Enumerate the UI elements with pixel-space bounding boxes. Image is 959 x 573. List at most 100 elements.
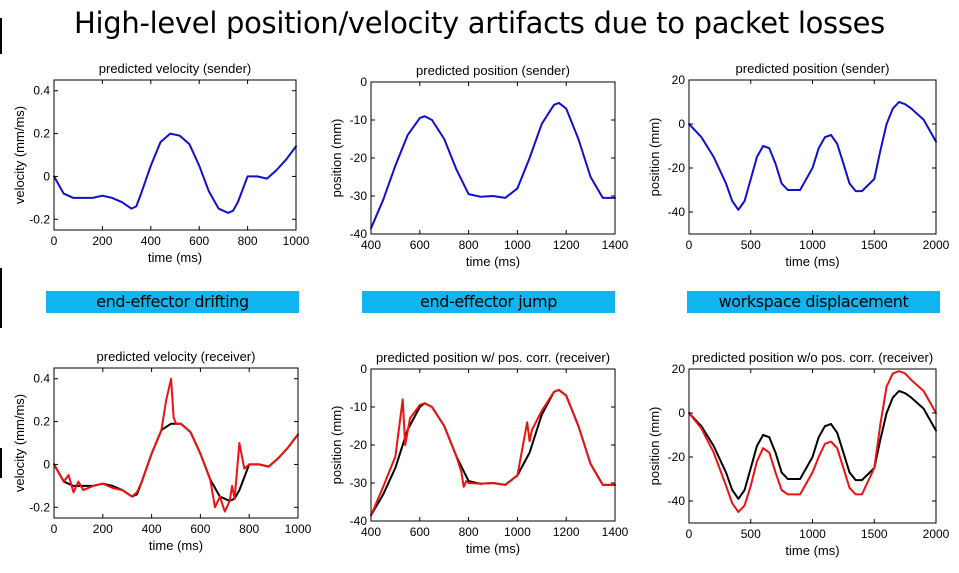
x-tick-label: 800: [459, 525, 479, 539]
series-line-blue: [688, 101, 937, 211]
x-tick-label: 1000: [285, 522, 312, 536]
y-tick-label: 0: [43, 169, 50, 183]
x-tick-label: 1200: [553, 525, 580, 539]
x-tick-label: 1000: [799, 527, 826, 541]
banner-end-effector-drifting: end-effector drifting: [46, 291, 299, 313]
y-tick-label: 0: [360, 75, 367, 89]
series-line-red: [370, 388, 616, 517]
x-tick-label: 1400: [602, 525, 629, 539]
y-tick-label: -10: [350, 400, 368, 414]
y-tick-label: 0: [678, 406, 685, 420]
y-tick-label: -30: [350, 189, 368, 203]
chart-title: predicted velocity (receiver): [97, 349, 256, 364]
series-line-red: [53, 377, 299, 513]
x-axis-label: time (ms): [466, 541, 520, 556]
x-tick-label: 2000: [923, 238, 950, 252]
y-tick-label: 20: [672, 362, 686, 376]
y-tick-label: 0: [43, 457, 50, 471]
x-tick-label: 400: [141, 234, 161, 248]
y-tick-label: -40: [668, 494, 686, 508]
x-tick-label: 0: [686, 238, 693, 252]
x-tick-label: 800: [238, 234, 258, 248]
series-line-blue: [370, 101, 616, 230]
y-axis-label: velocity (mm/ms): [12, 394, 27, 492]
x-axis-label: time (ms): [149, 538, 203, 553]
y-tick-label: -10: [350, 113, 368, 127]
slide-title: High-level position/velocity artifacts d…: [74, 6, 885, 40]
series-line-black: [53, 422, 299, 502]
chart-title: predicted position w/ pos. corr. (receiv…: [376, 350, 610, 365]
left-edge-bar-bottom: [0, 448, 2, 478]
x-tick-label: 500: [741, 527, 761, 541]
x-tick-label: 1000: [799, 238, 826, 252]
left-edge-bar-top: [0, 18, 2, 54]
x-tick-label: 400: [361, 238, 381, 252]
y-axis-label: velocity (mm/ms): [12, 106, 27, 204]
y-tick-label: 20: [672, 73, 686, 87]
axes-frame: [53, 79, 297, 231]
banner-end-effector-jump: end-effector jump: [362, 291, 615, 313]
x-tick-label: 500: [741, 238, 761, 252]
x-tick-label: 400: [361, 525, 381, 539]
x-tick-label: 1000: [504, 525, 531, 539]
axes-frame: [53, 367, 299, 519]
x-tick-label: 1000: [283, 234, 310, 248]
y-tick-label: -40: [668, 205, 686, 219]
y-tick-label: -40: [350, 514, 368, 528]
x-tick-label: 600: [410, 525, 430, 539]
chart-1: predicted velocity (sender) 0 200 400 600 800…: [12, 61, 310, 265]
y-tick-label: -30: [350, 476, 368, 490]
y-tick-label: -20: [668, 450, 686, 464]
x-tick-label: 1200: [553, 238, 580, 252]
x-tick-label: 0: [51, 234, 58, 248]
x-tick-label: 1500: [861, 238, 888, 252]
x-tick-label: 400: [142, 522, 162, 536]
y-tick-label: -20: [668, 161, 686, 175]
chart-title: predicted position (sender): [736, 61, 890, 76]
y-tick-label: 0.4: [33, 84, 50, 98]
series-line-blue: [53, 132, 297, 214]
y-axis-label: position (mm): [329, 406, 344, 485]
series-line-black: [688, 390, 937, 500]
x-tick-label: 1000: [504, 238, 531, 252]
x-axis-label: time (ms): [148, 250, 202, 265]
chart-5: predicted position w/ pos. corr. (receiv…: [329, 350, 629, 556]
y-tick-label: 0: [360, 362, 367, 376]
x-tick-label: 600: [410, 238, 430, 252]
y-tick-label: 0.2: [33, 415, 50, 429]
y-tick-label: 0: [678, 117, 685, 131]
x-axis-label: time (ms): [785, 254, 839, 269]
x-tick-label: 800: [459, 238, 479, 252]
x-tick-label: 1400: [602, 238, 629, 252]
x-axis-label: time (ms): [466, 254, 520, 269]
y-tick-label: -0.2: [29, 212, 50, 226]
x-tick-label: 2000: [923, 527, 950, 541]
y-tick-label: -20: [350, 151, 368, 165]
series-line-black: [370, 388, 616, 517]
y-tick-label: -0.2: [29, 500, 50, 514]
x-tick-label: 600: [190, 522, 210, 536]
chart-2: predicted position (sender) 400 600 800 1000…: [329, 63, 629, 269]
x-tick-label: 0: [51, 522, 58, 536]
x-tick-label: 1500: [861, 527, 888, 541]
chart-title: predicted velocity (sender): [99, 61, 251, 76]
chart-6: predicted position w/o pos. corr. (recei…: [647, 350, 950, 558]
y-axis-label: position (mm): [647, 407, 662, 486]
y-axis-label: position (mm): [329, 119, 344, 198]
series-line-red: [688, 370, 937, 513]
x-axis-label: time (ms): [785, 543, 839, 558]
x-tick-label: 800: [239, 522, 259, 536]
axes-frame: [370, 81, 616, 235]
x-tick-label: 200: [93, 522, 113, 536]
y-tick-label: 0.2: [33, 127, 50, 141]
x-tick-label: 200: [92, 234, 112, 248]
banner-workspace-displacement: workspace displacement: [687, 291, 940, 313]
left-edge-bar-middle: [0, 268, 2, 328]
axes-frame: [370, 368, 616, 522]
x-tick-label: 600: [189, 234, 209, 248]
chart-title: predicted position (sender): [416, 63, 570, 78]
y-tick-label: 0.4: [33, 372, 50, 386]
chart-4: predicted velocity (receiver) 0 200 400 600 8…: [12, 349, 312, 553]
y-tick-label: -40: [350, 227, 368, 241]
